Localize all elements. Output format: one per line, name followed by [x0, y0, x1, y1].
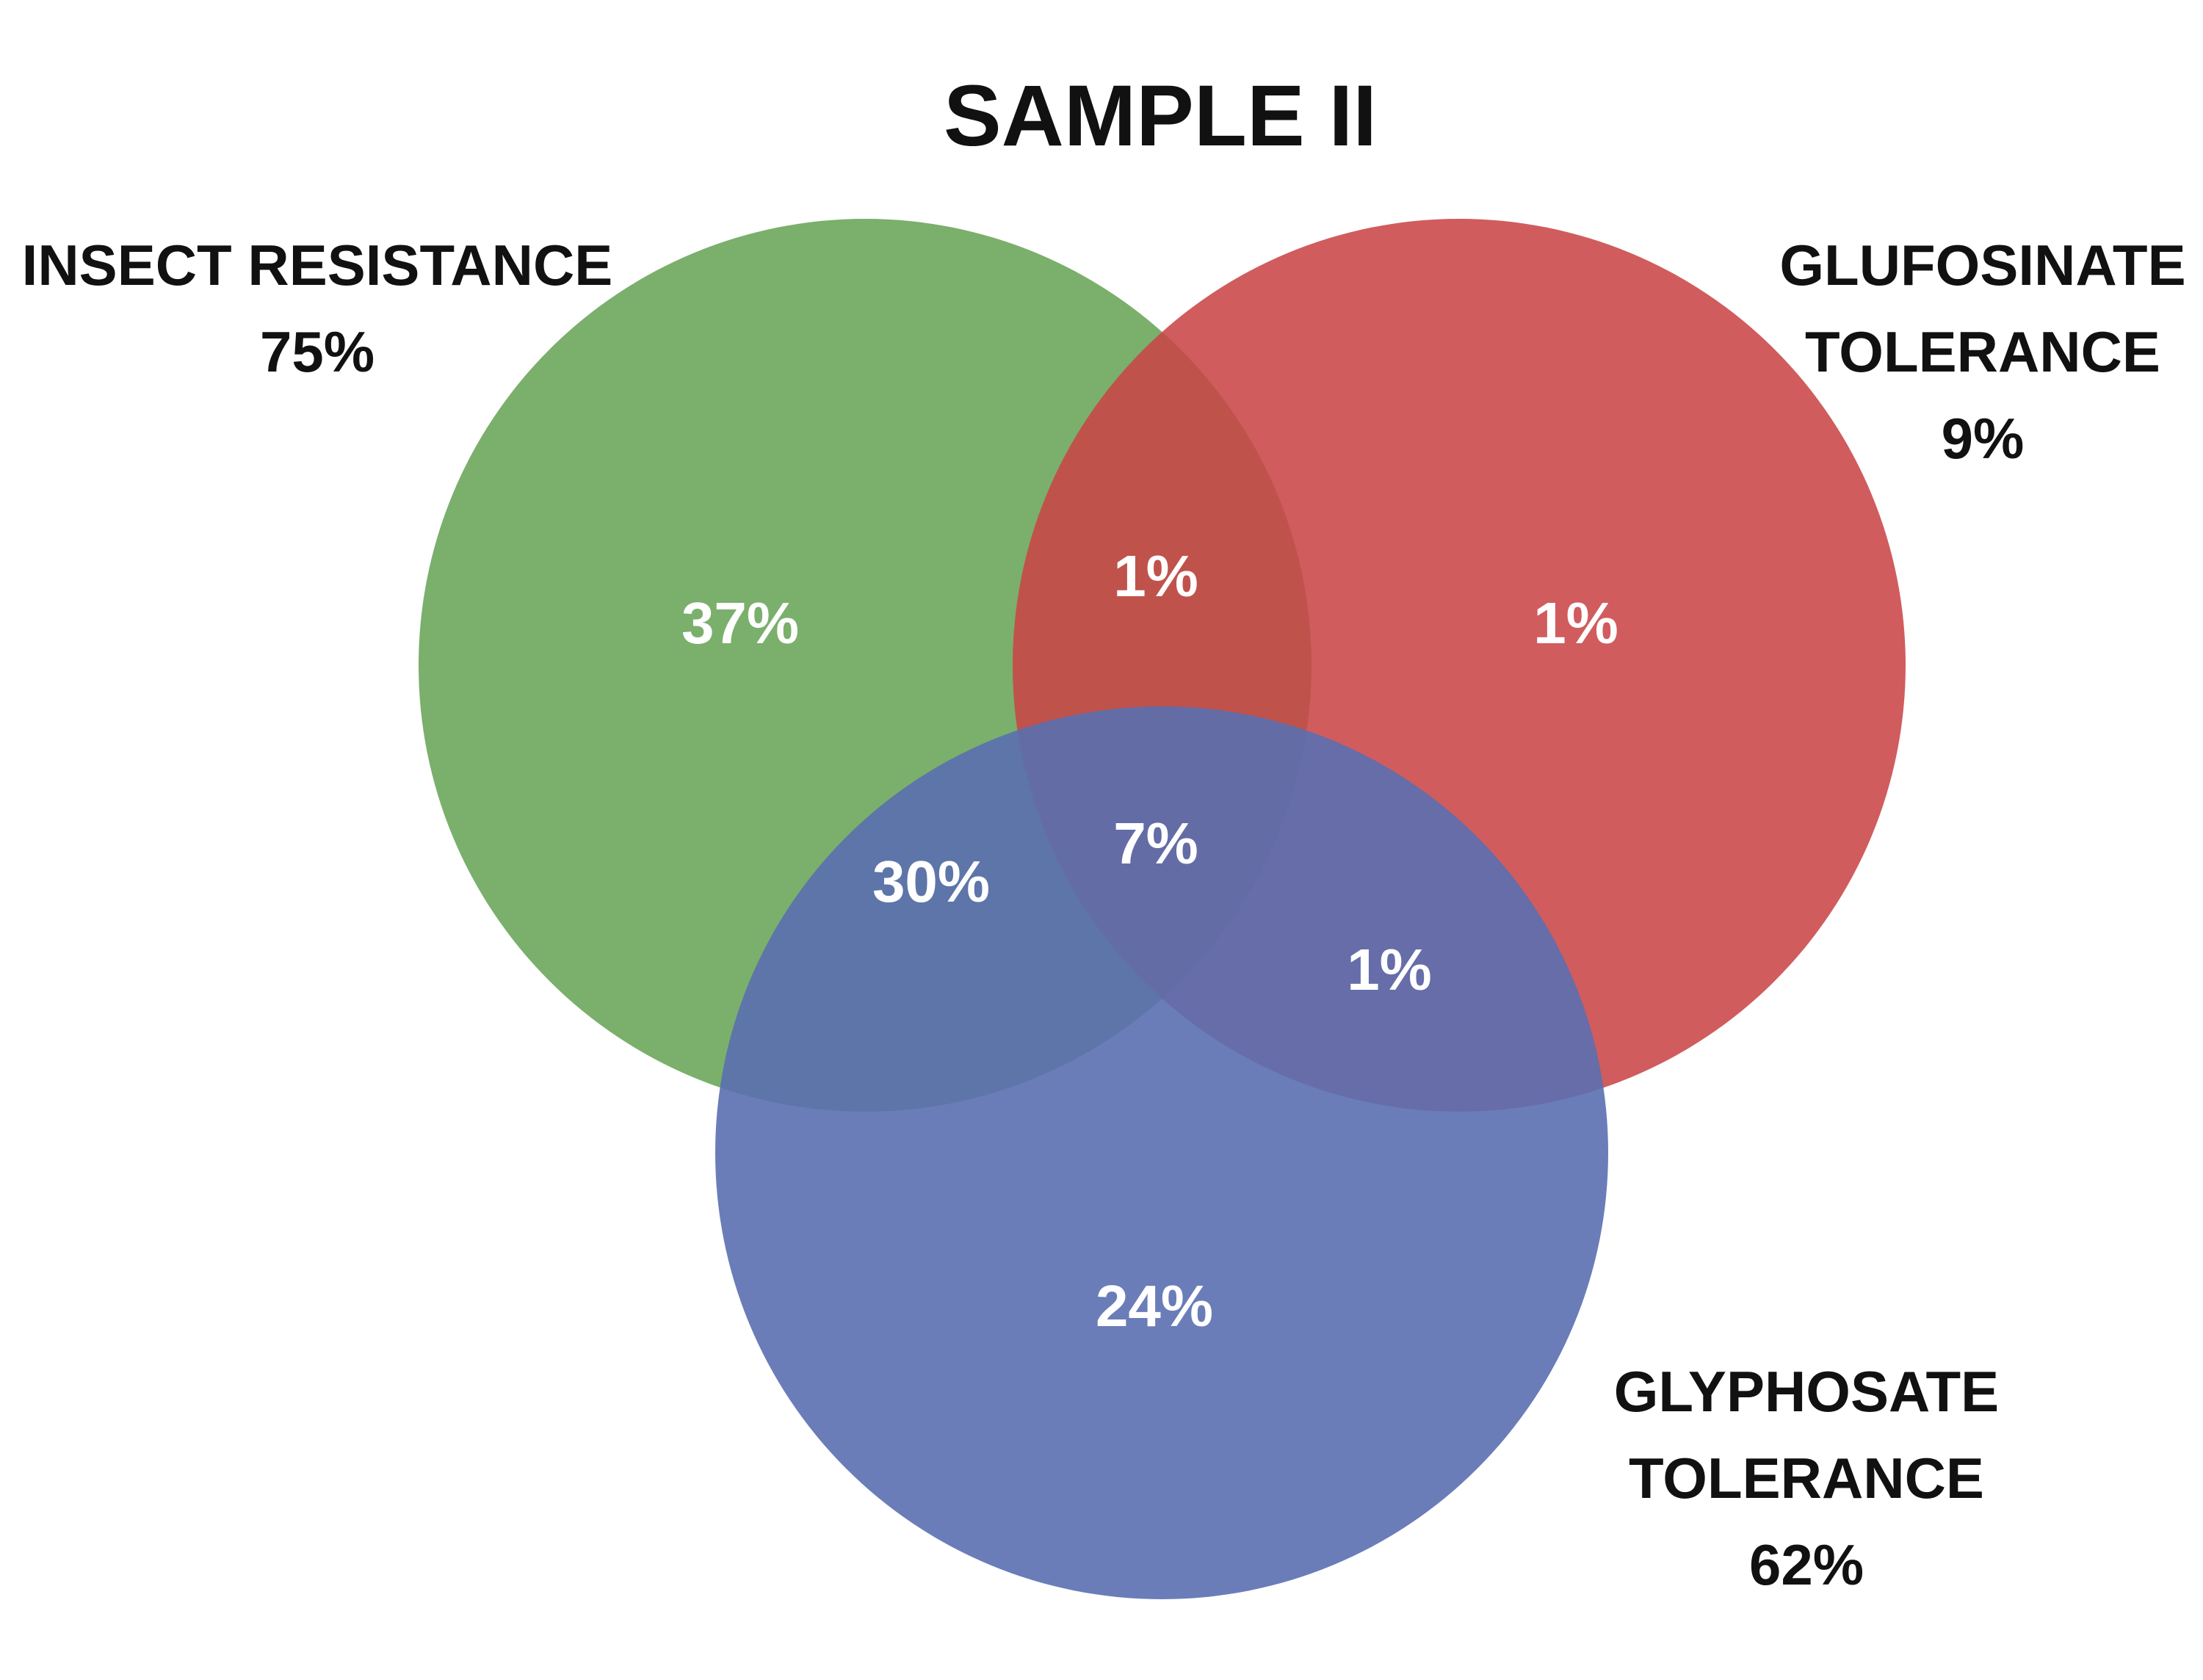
set-total-glufosinate-tolerance: 9%	[1942, 406, 2025, 471]
venn-circles	[419, 219, 1906, 1599]
set-label-glyphosate-tolerance: GLYPHOSATE TOLERANCE 62%	[1614, 1359, 1999, 1597]
region-insect-glyphosate: 30%	[872, 849, 990, 914]
region-insect-only: 37%	[681, 590, 799, 656]
set-label-glufosinate-tolerance: GLUFOSINATE TOLERANCE 9%	[1779, 233, 2185, 471]
set-label-insect-resistance: INSECT RESISTANCE 75%	[22, 233, 613, 384]
diagram-title: SAMPLE II	[944, 68, 1377, 164]
region-labels: 37% 1% 24% 1% 30% 1% 7%	[681, 543, 1618, 1339]
region-glyphosate-only: 24%	[1096, 1273, 1213, 1339]
set-total-glyphosate-tolerance: 62%	[1749, 1532, 1864, 1597]
set-total-insect-resistance: 75%	[260, 319, 375, 384]
set-name-glufosinate-line1: GLUFOSINATE	[1779, 233, 2185, 297]
set-name-glufosinate-line2: TOLERANCE	[1805, 319, 2160, 384]
circle-glyphosate-tolerance	[715, 706, 1608, 1599]
region-insect-glufosinate: 1%	[1113, 543, 1198, 609]
set-name-glyphosate-line1: GLYPHOSATE	[1614, 1359, 1999, 1424]
set-name-insect-resistance: INSECT RESISTANCE	[22, 233, 613, 297]
region-glufosinate-only: 1%	[1533, 590, 1618, 656]
region-glufosinate-glyphosate: 1%	[1347, 937, 1432, 1002]
region-all-three: 7%	[1113, 811, 1198, 876]
set-name-glyphosate-line2: TOLERANCE	[1629, 1446, 1984, 1510]
